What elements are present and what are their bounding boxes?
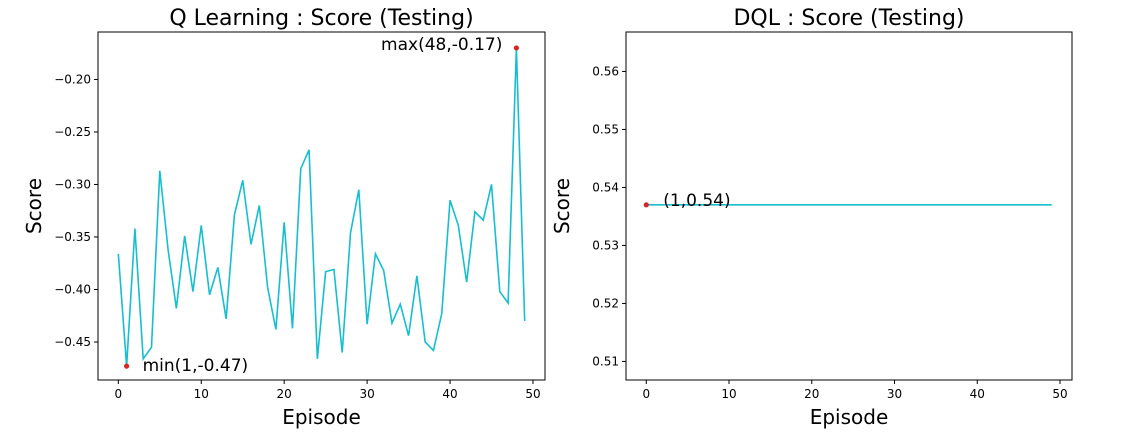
panel-2-y-tick-label: 0.52 [592,296,619,310]
panel-2-marker-point [643,202,649,208]
panel-1-y-tick-label: −0.30 [54,177,91,191]
panel-1-marker-point [513,45,519,51]
panel-1-y-tick-label: −0.40 [54,282,91,296]
panel-2-y-tick-label: 0.53 [592,238,619,252]
panel-1-x-tick-label: 40 [442,387,457,401]
panel-1-y-tick-label: −0.45 [54,335,91,349]
panel-1-y-tick-label: −0.25 [54,125,91,139]
panel-1-plot-frame [97,31,546,381]
panel-1-x-tick-label: 20 [277,387,292,401]
panel-1-x-tick-label: 0 [114,387,122,401]
panel-2-x-tick-label: 40 [970,387,985,401]
panel-1-y-tick-label: −0.35 [54,230,91,244]
panel-1-y-axis-label: Score [22,178,46,234]
panel-1-title: Q Learning : Score (Testing) [169,6,473,31]
panel-2-x-tick-label: 0 [642,387,650,401]
panel-1-marker-point [124,363,130,369]
panel-1-x-tick-label: 30 [359,387,374,401]
panel-1-x-tick-label: 50 [525,387,540,401]
panel-2-title: DQL : Score (Testing) [733,6,964,31]
panel-2-marker-annotation: (1,0.54) [663,191,730,211]
panel-1-x-axis-label: Episode [282,405,361,429]
panel-1-x-tick-label: 10 [194,387,209,401]
panel-2-x-axis-label: Episode [810,405,889,429]
panel-2-plot-frame [625,31,1073,381]
panel-2-x-tick-label: 10 [721,387,736,401]
panel-2-y-tick-label: 0.54 [592,180,619,194]
panel-2-y-axis-label: Score [550,178,574,234]
panel-2-x-tick-label: 50 [1052,387,1067,401]
panel-2-x-tick-label: 30 [887,387,902,401]
panel-1-series-line [117,47,526,367]
panel-2-x-tick-label: 20 [804,387,819,401]
panel-1-marker-annotation: max(48,-0.17) [381,35,502,55]
panel-2-y-tick-label: 0.51 [592,354,619,368]
panel-1-marker-annotation: min(1,-0.47) [143,356,249,376]
panel-1-y-tick-label: −0.20 [54,72,91,86]
panel-2-y-tick-label: 0.56 [592,64,619,78]
panel-2-y-tick-label: 0.55 [592,122,619,136]
